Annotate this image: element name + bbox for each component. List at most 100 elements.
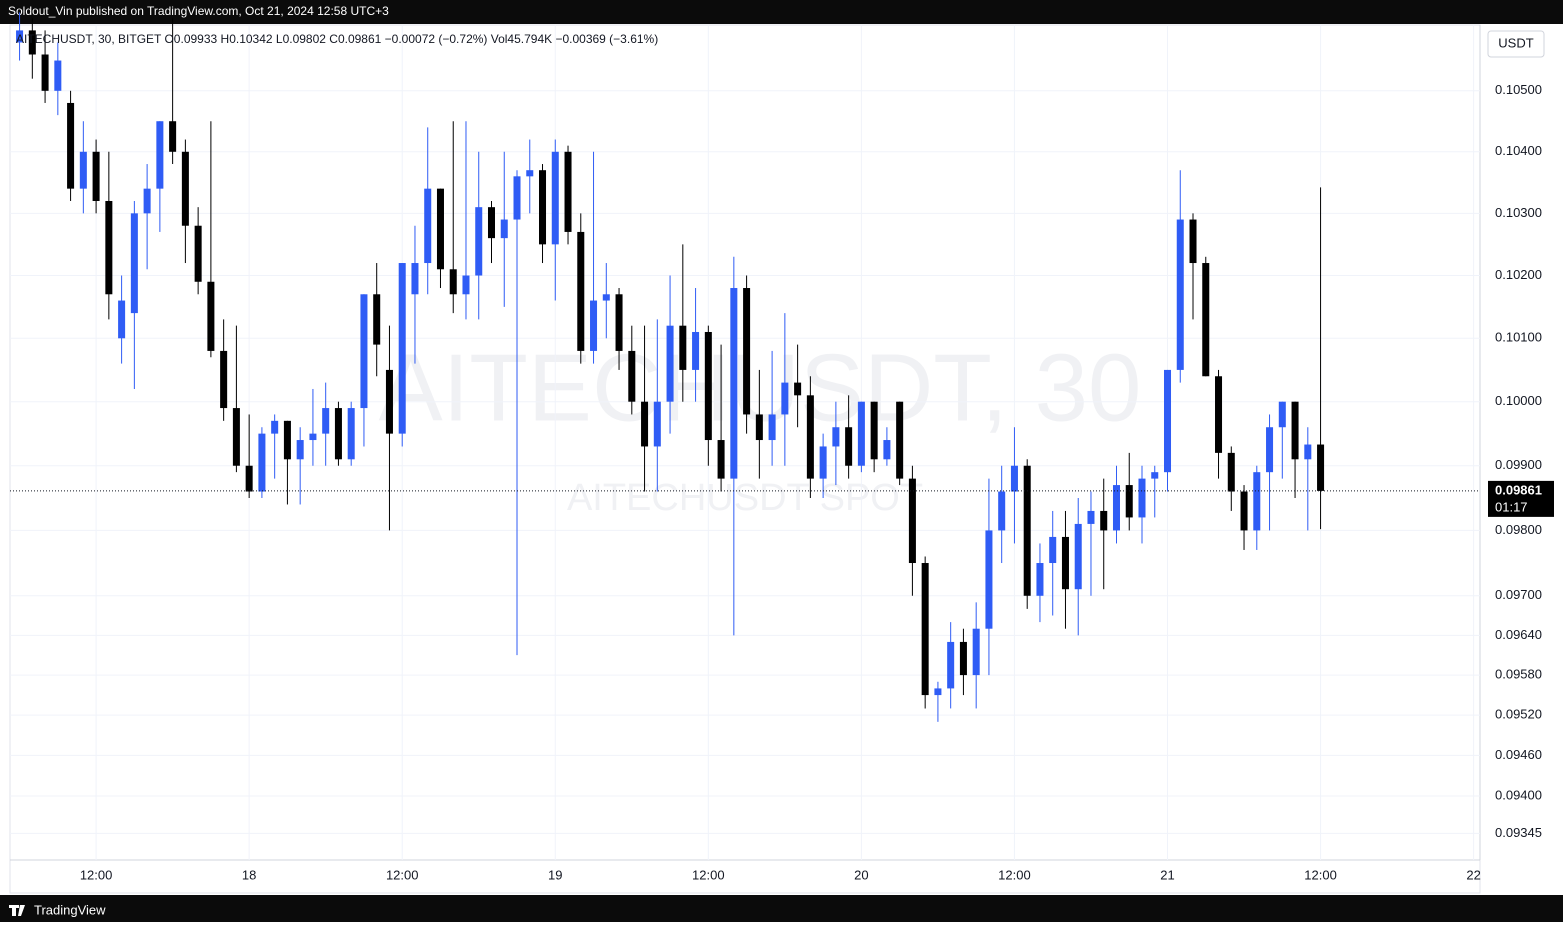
candle-body: [309, 433, 317, 441]
candle-body: [1240, 491, 1248, 531]
candle-body: [934, 688, 942, 696]
candle-body: [424, 188, 432, 264]
legend: AITECHUSDT, 30, BITGET O0.09933 H0.10342…: [16, 32, 658, 46]
candle-body: [1010, 465, 1018, 492]
candle-body: [1215, 376, 1223, 453]
candle-body: [360, 294, 368, 409]
candle-body: [998, 491, 1006, 531]
candle-body: [283, 420, 291, 460]
candle-body: [692, 331, 700, 370]
candle-body: [768, 414, 776, 441]
candle-body: [1100, 510, 1108, 531]
candle-body: [373, 294, 381, 345]
candle-body: [641, 401, 649, 447]
candle-body: [245, 465, 253, 492]
candle-body: [1061, 536, 1069, 590]
candle-body: [564, 151, 572, 232]
candle-body: [1074, 523, 1082, 590]
candle-body: [500, 219, 508, 239]
candle-body: [959, 641, 967, 676]
y-tick-label: 0.10100: [1495, 330, 1542, 345]
candle-body: [1163, 369, 1172, 473]
bottom-bar: [0, 895, 1563, 922]
candle-body: [806, 395, 814, 479]
candle-body: [271, 420, 279, 434]
candle-body: [615, 294, 623, 351]
candle-body: [1278, 401, 1286, 428]
candle-body: [92, 151, 100, 201]
candle-body: [475, 207, 483, 276]
x-tick-label: 12:00: [692, 867, 725, 882]
candle-body: [577, 231, 585, 351]
candle-body: [347, 408, 355, 460]
y-tick-label: 0.10200: [1495, 267, 1542, 282]
candle-body: [385, 369, 393, 434]
candle-body: [1125, 485, 1133, 518]
candle-body: [985, 530, 993, 629]
candle-body: [590, 300, 598, 351]
candle-body: [717, 440, 725, 479]
y-tick-label: 0.09520: [1495, 707, 1542, 722]
candle-body: [143, 188, 151, 214]
y-tick-label: 0.09900: [1495, 457, 1542, 472]
candle-body: [653, 401, 661, 447]
candle-body: [794, 382, 802, 396]
x-tick-label: 12:00: [80, 867, 113, 882]
plot-area: [9, 24, 1481, 894]
candle-body: [436, 188, 444, 270]
candle-body: [67, 102, 75, 189]
candle-body: [883, 440, 891, 460]
y-tick-label: 0.10300: [1495, 205, 1542, 220]
candle-body: [1138, 478, 1146, 518]
candle-body: [539, 170, 547, 245]
candle-body: [258, 433, 266, 492]
candle-body: [921, 563, 929, 696]
x-tick-label: 18: [242, 867, 256, 882]
candle-body: [1023, 465, 1031, 596]
candle-body: [105, 200, 113, 295]
candle-body: [487, 207, 496, 239]
candle-body: [743, 288, 751, 415]
last-price-box: [1488, 480, 1554, 517]
currency-button[interactable]: [1487, 30, 1545, 58]
candle-body: [169, 121, 177, 152]
candle-body: [1087, 510, 1095, 524]
y-tick-label: 0.09640: [1495, 627, 1542, 642]
candle-body: [551, 151, 559, 245]
candle-body: [334, 408, 342, 460]
candle-body: [1253, 472, 1261, 531]
candle-body: [908, 478, 916, 564]
candle-body: [947, 641, 955, 689]
candle-body: [1036, 563, 1044, 596]
y-tick-label: 0.10000: [1495, 393, 1542, 408]
candle-body: [666, 325, 674, 402]
candle-body: [832, 427, 840, 447]
candle-body: [1202, 263, 1210, 377]
countdown: 01:17: [1495, 499, 1528, 514]
candle-body: [1049, 536, 1057, 564]
candle-body: [28, 30, 36, 55]
candle-body: [1176, 219, 1184, 370]
candle-body: [896, 401, 904, 479]
y-tick-label: 0.09700: [1495, 587, 1542, 602]
candle-body: [755, 414, 763, 441]
candle-body: [1189, 219, 1197, 264]
candle-body: [181, 151, 189, 226]
y-tick-label: 0.10400: [1495, 143, 1542, 158]
candle-body: [79, 151, 87, 189]
x-tick-label: 20: [854, 867, 868, 882]
candle-body: [1227, 452, 1235, 492]
candle-body: [526, 170, 534, 177]
candle-body: [449, 269, 457, 295]
candle-body: [207, 281, 215, 351]
x-tick-label: 22: [1466, 867, 1480, 882]
candle-body: [232, 408, 240, 466]
candle-body: [16, 30, 24, 43]
candle-body: [1151, 472, 1159, 479]
currency[interactable]: USDT: [1498, 35, 1533, 50]
candle-body: [118, 300, 126, 339]
candle-body: [130, 213, 138, 314]
candle-body: [704, 331, 712, 441]
watermark-sub: AITECHUSDT SPOT: [567, 477, 923, 519]
